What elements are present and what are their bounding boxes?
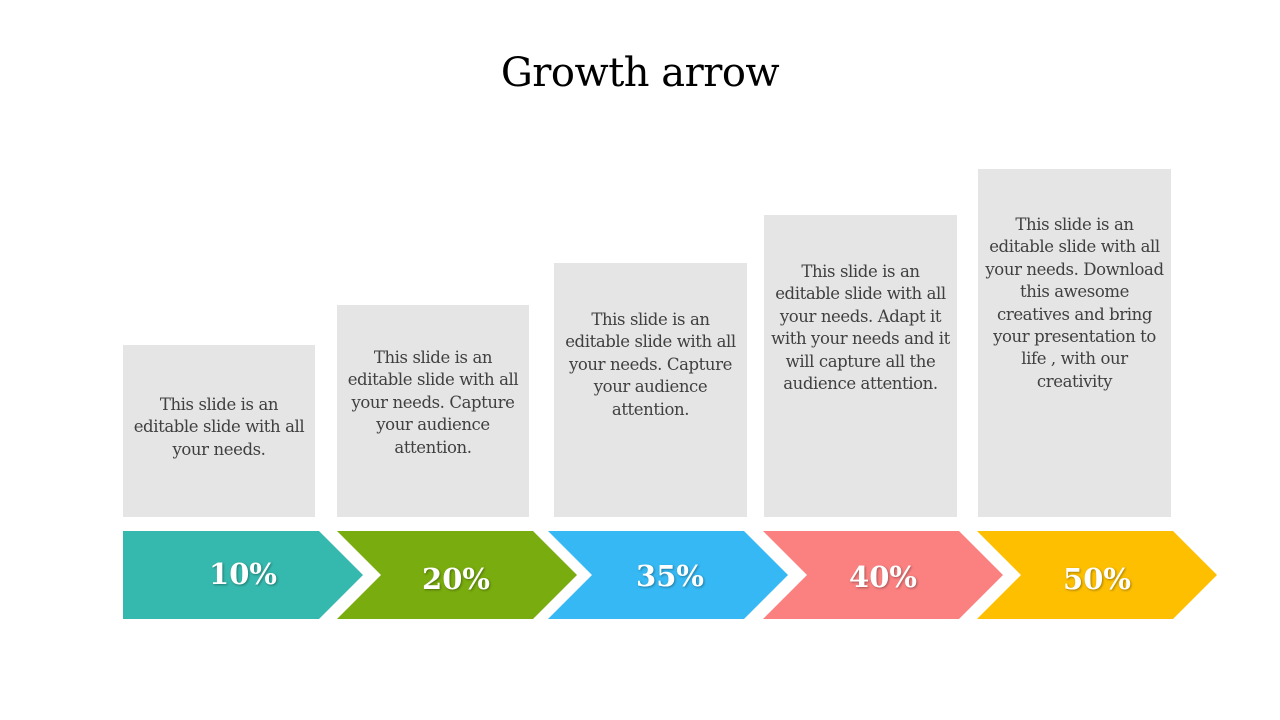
percent-label-2: 20% [422, 562, 490, 596]
percent-label-4: 40% [849, 560, 917, 594]
percent-label-3: 35% [636, 559, 704, 593]
text-box-4: This slide is an editable slide with all… [764, 215, 957, 517]
arrow-step-2 [337, 531, 577, 619]
text-box-5: This slide is an editable slide with all… [978, 169, 1171, 517]
text-box-1: This slide is an editable slide with all… [123, 345, 315, 517]
slide-title: Growth arrow [500, 50, 780, 96]
text-box-5-text: This slide is an editable slide with all… [985, 215, 1164, 391]
percent-label-1: 10% [209, 557, 277, 591]
text-box-3-text: This slide is an editable slide with all… [565, 310, 736, 419]
text-box-4-text: This slide is an editable slide with all… [771, 262, 950, 394]
arrow-step-3 [548, 531, 788, 619]
text-box-1-text: This slide is an editable slide with all… [133, 395, 305, 459]
arrow-step-5 [977, 531, 1217, 619]
arrow-step-1 [123, 531, 363, 619]
percent-label-5: 50% [1063, 562, 1131, 596]
text-box-2: This slide is an editable slide with all… [337, 305, 529, 517]
text-box-2-text: This slide is an editable slide with all… [347, 348, 519, 457]
arrow-step-4 [763, 531, 1003, 619]
text-box-3: This slide is an editable slide with all… [554, 263, 747, 517]
